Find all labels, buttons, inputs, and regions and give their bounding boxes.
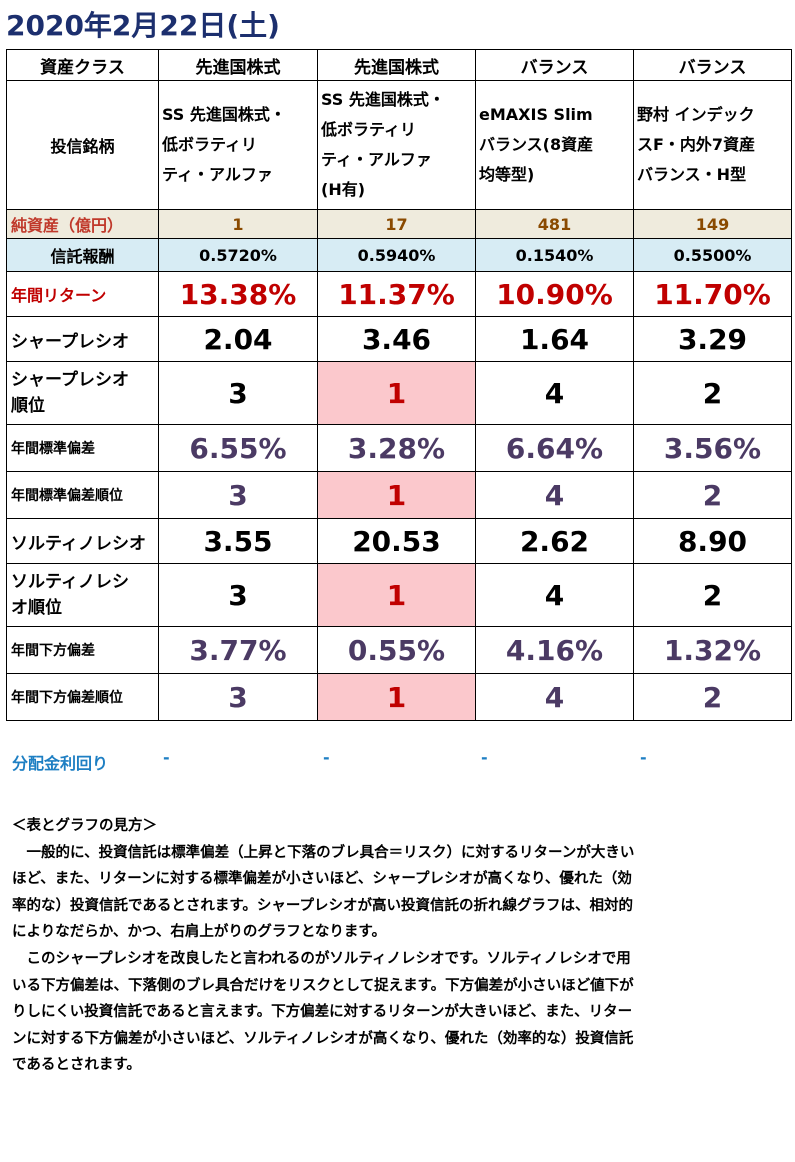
downside-cell: 3.77% — [158, 626, 318, 674]
sortino-label: ソルティノレシオ — [6, 518, 159, 564]
sharpe-rank-cell-top: 1 — [317, 361, 476, 425]
annual-return-cell: 11.70% — [633, 271, 792, 317]
dividend-yield-label: 分配金利回り — [12, 754, 109, 773]
annual-return-cell: 13.38% — [158, 271, 318, 317]
downside-cell: 1.32% — [633, 626, 792, 674]
downside-cell: 4.16% — [475, 626, 634, 674]
asset-class-cell: 先進国株式 — [158, 49, 318, 81]
asset-class-label: 資産クラス — [6, 49, 159, 81]
sharpe-rank-row: シャープレシオ 順位 3 1 4 2 — [6, 361, 792, 425]
downside-label: 年間下方偏差 — [6, 626, 159, 674]
fee-row: 信託報酬 0.5720% 0.5940% 0.1540% 0.5500% — [6, 238, 792, 272]
sharpe-rank-cell: 3 — [158, 361, 318, 425]
asset-class-row: 資産クラス 先進国株式 先進国株式 バランス バランス — [6, 49, 792, 81]
fund-name-cell: SS 先進国株式・ 低ボラティリ ティ・アルファ (H有) — [317, 80, 476, 210]
sortino-cell: 2.62 — [475, 518, 634, 564]
std-cell: 6.55% — [158, 424, 318, 472]
dividend-yield-value: - — [163, 748, 170, 767]
std-rank-cell-top: 1 — [317, 471, 476, 519]
sortino-rank-cell: 4 — [475, 563, 634, 627]
sharpe-row: シャープレシオ 2.04 3.46 1.64 3.29 — [6, 316, 792, 362]
sharpe-cell: 1.64 — [475, 316, 634, 362]
dividend-yield-value: - — [323, 748, 330, 767]
fee-label: 信託報酬 — [6, 238, 159, 272]
std-rank-cell: 4 — [475, 471, 634, 519]
notes-line: によりなだらか、かつ、右肩上がりのグラフとなります。 — [12, 924, 386, 941]
net-assets-cell: 149 — [633, 209, 792, 239]
fee-cell: 0.1540% — [475, 238, 634, 272]
notes-heading: ＜表とグラフの見方＞ — [12, 818, 157, 834]
sortino-rank-label: ソルティノレシ オ順位 — [6, 563, 159, 627]
fund-comparison-table: 資産クラス 先進国株式 先進国株式 バランス バランス 投信銘柄 SS 先進国株… — [6, 49, 792, 721]
sortino-cell: 3.55 — [158, 518, 318, 564]
sharpe-rank-cell: 2 — [633, 361, 792, 425]
asset-class-cell: バランス — [633, 49, 792, 81]
annual-return-cell: 10.90% — [475, 271, 634, 317]
downside-rank-label: 年間下方偏差順位 — [6, 673, 159, 721]
page-title: 2020年2月22日(土) — [6, 9, 280, 42]
sortino-cell: 8.90 — [633, 518, 792, 564]
notes-line: りしにくい投資信託であると言えます。下方偏差に対するリターンが大きいほど、また、… — [12, 1004, 633, 1021]
fund-name-cell: eMAXIS Slim バランス(8資産 均等型) — [475, 80, 634, 210]
notes-line: いる下方偏差は、下落側のブレ具合だけをリスクとして捉えます。下方偏差が小さいほど… — [12, 977, 634, 994]
sharpe-rank-cell: 4 — [475, 361, 634, 425]
downside-rank-cell: 2 — [633, 673, 792, 721]
notes-line: ほど、また、リターンに対する標準偏差が小さいほど、シャープレシオが高くなり、優れ… — [12, 871, 632, 888]
sortino-rank-cell: 3 — [158, 563, 318, 627]
sortino-rank-cell-top: 1 — [317, 563, 476, 627]
fee-cell: 0.5500% — [633, 238, 792, 272]
std-cell: 3.56% — [633, 424, 792, 472]
fund-name-row: 投信銘柄 SS 先進国株式・ 低ボラティリ ティ・アルファ SS 先進国株式・ … — [6, 80, 792, 210]
annual-return-row: 年間リターン 13.38% 11.37% 10.90% 11.70% — [6, 271, 792, 317]
std-cell: 3.28% — [317, 424, 476, 472]
std-rank-cell: 3 — [158, 471, 318, 519]
net-assets-cell: 481 — [475, 209, 634, 239]
notes-line: 率的な）投資信託であるとされます。シャープレシオが高い投資信託の折れ線グラフは、… — [12, 897, 634, 914]
net-assets-cell: 17 — [317, 209, 476, 239]
downside-row: 年間下方偏差 3.77% 0.55% 4.16% 1.32% — [6, 626, 792, 674]
downside-rank-cell: 3 — [158, 673, 318, 721]
annual-return-label: 年間リターン — [6, 271, 159, 317]
fee-cell: 0.5720% — [158, 238, 318, 272]
sharpe-cell: 2.04 — [158, 316, 318, 362]
downside-rank-cell: 4 — [475, 673, 634, 721]
fund-name-cell: SS 先進国株式・ 低ボラティリ ティ・アルファ — [158, 80, 318, 210]
std-rank-cell: 2 — [633, 471, 792, 519]
explanation-notes: ＜表とグラフの見方＞ 一般的に、投資信託は標準偏差（上昇と下落のブレ具合＝リスク… — [12, 813, 787, 1079]
std-label: 年間標準偏差 — [6, 424, 159, 472]
net-assets-cell: 1 — [158, 209, 318, 239]
notes-line: 一般的に、投資信託は標準偏差（上昇と下落のブレ具合＝リスク）に対するリターンが大… — [12, 844, 635, 861]
fee-cell: 0.5940% — [317, 238, 476, 272]
sortino-rank-row: ソルティノレシ オ順位 3 1 4 2 — [6, 563, 792, 627]
sharpe-cell: 3.29 — [633, 316, 792, 362]
notes-line: であるとされます。 — [12, 1057, 141, 1074]
sharpe-cell: 3.46 — [317, 316, 476, 362]
downside-cell: 0.55% — [317, 626, 476, 674]
notes-line: ンに対する下方偏差が小さいほど、ソルティノレシオが高くなり、優れた（効率的な）投… — [12, 1030, 634, 1047]
sortino-cell: 20.53 — [317, 518, 476, 564]
annual-return-cell: 11.37% — [317, 271, 476, 317]
std-rank-row: 年間標準偏差順位 3 1 4 2 — [6, 471, 792, 519]
sortino-rank-cell: 2 — [633, 563, 792, 627]
sortino-row: ソルティノレシオ 3.55 20.53 2.62 8.90 — [6, 518, 792, 564]
net-assets-row: 純資産（億円） 1 17 481 149 — [6, 209, 792, 239]
fund-label: 投信銘柄 — [6, 80, 159, 210]
std-cell: 6.64% — [475, 424, 634, 472]
sharpe-label: シャープレシオ — [6, 316, 159, 362]
asset-class-cell: バランス — [475, 49, 634, 81]
asset-class-cell: 先進国株式 — [317, 49, 476, 81]
net-assets-label: 純資産（億円） — [6, 209, 159, 239]
downside-rank-row: 年間下方偏差順位 3 1 4 2 — [6, 673, 792, 721]
sharpe-rank-label: シャープレシオ 順位 — [6, 361, 159, 425]
dividend-yield-value: - — [640, 748, 647, 767]
std-rank-label: 年間標準偏差順位 — [6, 471, 159, 519]
fund-name-cell: 野村 インデック スF・内外7資産 バランス・H型 — [633, 80, 792, 210]
notes-line: このシャープレシオを改良したと言われるのがソルティノレシオです。ソルティノレシオ… — [12, 950, 631, 967]
downside-rank-cell-top: 1 — [317, 673, 476, 721]
dividend-yield-value: - — [481, 748, 488, 767]
std-row: 年間標準偏差 6.55% 3.28% 6.64% 3.56% — [6, 424, 792, 472]
